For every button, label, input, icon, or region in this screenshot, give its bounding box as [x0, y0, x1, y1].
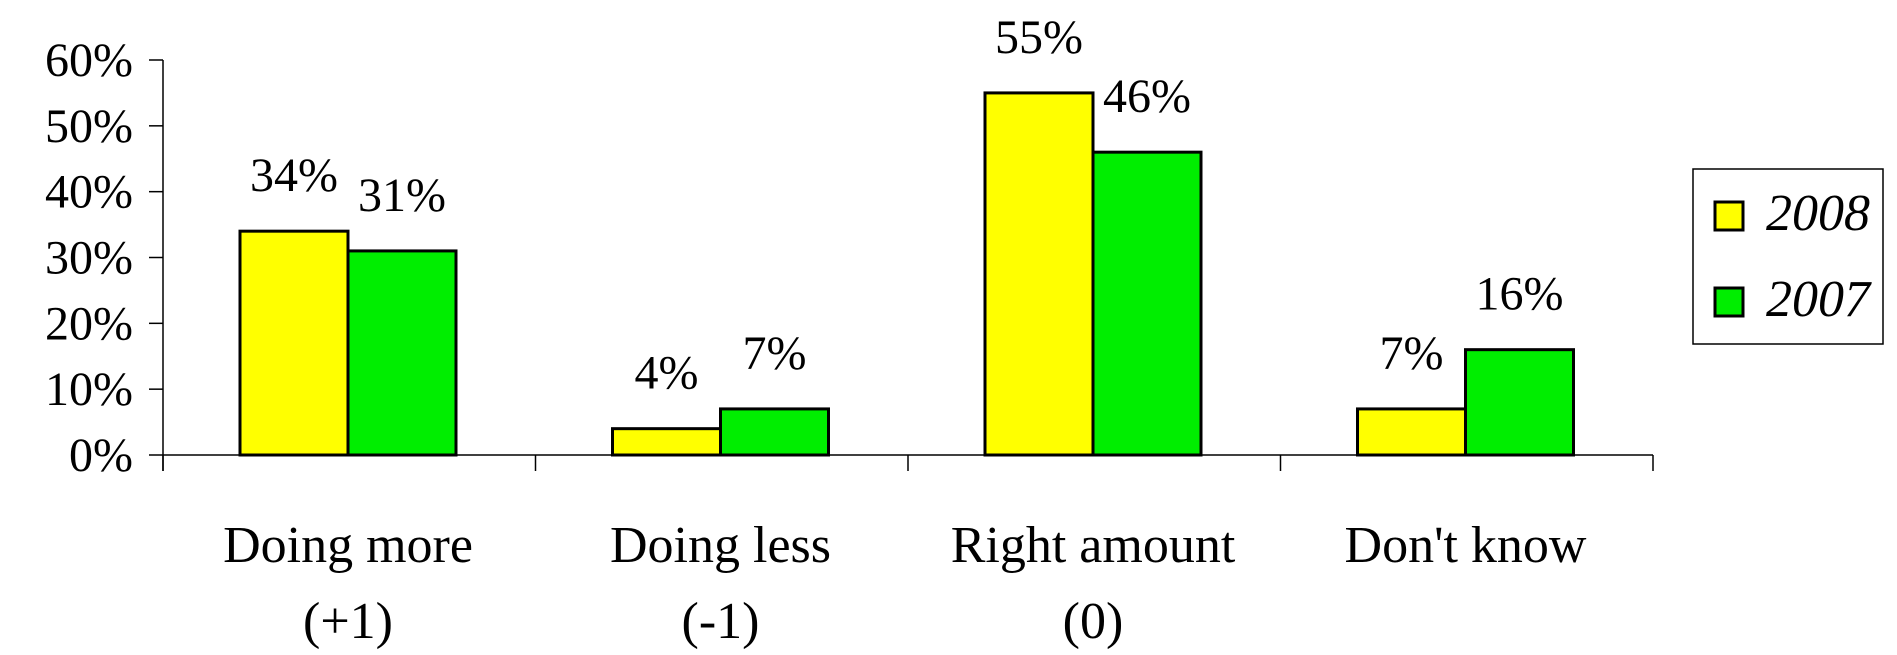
- y-tick-label: 50%: [45, 100, 133, 153]
- bar-2008-0: [238, 229, 350, 457]
- y-tick-label: 20%: [45, 297, 133, 350]
- category-label-0-line-0: Doing more: [223, 517, 473, 574]
- legend: 2008 2007: [1692, 168, 1884, 345]
- legend-label-2007: 2007: [1766, 271, 1872, 328]
- y-tick-label: 30%: [45, 232, 133, 285]
- bar-2008-2: [983, 91, 1095, 457]
- category-label-1-line-0: Doing less: [610, 517, 831, 574]
- bar-2007-1: [719, 407, 830, 457]
- data-label-2008-0: 34%: [250, 149, 338, 202]
- legend-swatch-2008: [1713, 200, 1745, 232]
- bar-2008-3: [1356, 407, 1467, 457]
- data-label-2007-2: 46%: [1103, 70, 1191, 123]
- y-tick-label: 10%: [45, 363, 133, 416]
- y-tick-label: 0%: [69, 429, 133, 482]
- bars-layer: [238, 91, 1575, 457]
- data-label-2008-2: 55%: [995, 11, 1083, 64]
- data-label-2008-3: 7%: [1380, 327, 1444, 380]
- axes-layer: 0% 10% 20% 30% 40% 50% 60%: [45, 34, 1654, 482]
- category-label-1-line-1: (-1): [682, 593, 760, 650]
- data-label-2007-3: 16%: [1476, 268, 1564, 321]
- category-labels-layer: Doing more (+1) Doing less (-1) Right amount…: [223, 517, 1587, 650]
- bar-2007-3: [1464, 348, 1575, 457]
- y-tick-label: 40%: [45, 166, 133, 219]
- category-label-2-line-0: Right amount: [951, 517, 1236, 574]
- data-label-2008-1: 4%: [635, 347, 699, 400]
- legend-label-2008: 2008: [1766, 185, 1870, 242]
- category-label-0-line-1: (+1): [303, 593, 393, 650]
- data-label-2007-1: 7%: [743, 327, 807, 380]
- legend-swatch-2007: [1713, 286, 1745, 318]
- bar-2007-2: [1091, 150, 1203, 457]
- y-tick-label: 60%: [45, 34, 133, 87]
- data-labels-layer: 34% 4% 55% 7% 31% 7% 46% 16%: [250, 11, 1563, 400]
- bar-2008-1: [611, 427, 722, 457]
- data-label-2007-0: 31%: [358, 169, 446, 222]
- category-label-3-line-0: Don't know: [1345, 517, 1587, 574]
- bar-2007-0: [346, 249, 458, 457]
- category-label-2-line-1: (0): [1063, 593, 1124, 650]
